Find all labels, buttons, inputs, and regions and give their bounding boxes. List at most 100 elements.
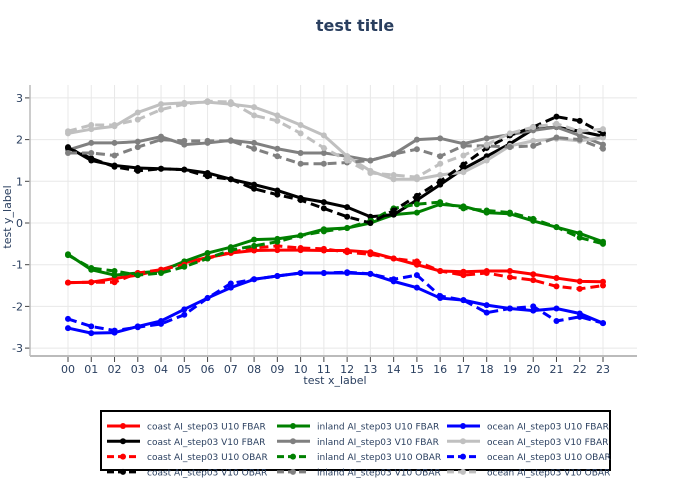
data-point <box>530 303 537 310</box>
data-point <box>251 104 258 111</box>
series-lines <box>65 98 606 337</box>
data-point <box>576 278 583 285</box>
data-point <box>576 234 583 241</box>
data-point <box>390 172 397 179</box>
data-point <box>88 265 95 272</box>
data-point <box>134 138 141 145</box>
data-point <box>390 151 397 158</box>
data-point <box>297 197 304 204</box>
y-tick-label: 0 <box>16 217 23 230</box>
y-tick-label: -2 <box>12 300 23 313</box>
legend-item[interactable]: coast AI_step03 V10 FBAR <box>107 438 265 448</box>
y-tick-label: -1 <box>12 259 23 272</box>
data-point <box>251 185 258 192</box>
data-point <box>460 205 467 212</box>
x-tick-label: 17 <box>456 363 470 376</box>
legend-box <box>100 410 611 471</box>
data-point <box>483 309 490 316</box>
data-point <box>553 120 560 127</box>
series-line <box>67 99 604 179</box>
data-point <box>483 207 490 214</box>
legend-item[interactable]: coast AI_step03 V10 OBAR <box>107 468 267 478</box>
legend-label: ocean AI_step03 V10 OBAR <box>487 468 610 478</box>
legend-item[interactable]: ocean AI_step03 U10 FBAR <box>447 423 609 433</box>
data-point <box>576 136 583 143</box>
legend-item[interactable]: coast AI_step03 U10 OBAR <box>107 453 268 463</box>
data-point <box>367 251 374 258</box>
legend-item[interactable]: ocean AI_step03 U10 OBAR <box>447 453 611 463</box>
legend-label: coast AI_step03 V10 OBAR <box>147 468 267 478</box>
legend-item[interactable]: inland AI_step03 V10 OBAR <box>277 468 441 478</box>
data-point <box>437 178 444 185</box>
data-point <box>483 302 490 309</box>
x-tick-label: 16 <box>433 363 447 376</box>
x-tick-label: 04 <box>154 363 168 376</box>
legend-label: inland AI_step03 U10 FBAR <box>317 423 439 433</box>
data-point <box>367 157 374 164</box>
data-point <box>413 272 420 279</box>
data-point <box>134 167 141 174</box>
data-point <box>460 142 467 149</box>
data-point <box>158 106 165 113</box>
series-coast-ai_step03-v10-obar <box>65 113 606 226</box>
data-point <box>274 112 281 119</box>
data-point <box>530 271 537 278</box>
legend-label: coast AI_step03 U10 OBAR <box>147 453 268 463</box>
data-point <box>553 275 560 282</box>
series-line <box>67 200 604 277</box>
data-point <box>274 145 281 152</box>
data-point <box>134 144 141 151</box>
y-tick-label: -3 <box>12 342 23 355</box>
data-point <box>88 323 95 330</box>
data-point <box>553 224 560 231</box>
data-point <box>297 232 304 239</box>
data-point <box>111 272 118 279</box>
chart-title: test title <box>316 16 395 35</box>
data-point <box>437 135 444 142</box>
series-line <box>67 244 604 291</box>
data-point <box>274 242 281 249</box>
data-point <box>506 144 513 151</box>
legend-marker <box>120 453 126 460</box>
x-tick-label: 02 <box>108 363 122 376</box>
data-point <box>437 199 444 206</box>
data-point <box>297 160 304 167</box>
legend-item[interactable]: inland AI_step03 U10 OBAR <box>277 453 441 463</box>
legend-marker <box>120 423 126 429</box>
data-point <box>576 313 583 320</box>
data-point <box>344 269 351 276</box>
legend-label: coast AI_step03 U10 FBAR <box>147 423 266 433</box>
data-point <box>320 149 327 156</box>
legend-label: coast AI_step03 V10 FBAR <box>147 438 265 448</box>
data-point <box>460 297 467 304</box>
data-point <box>367 169 374 176</box>
data-point <box>344 249 351 256</box>
legend-item[interactable]: inland AI_step03 U10 FBAR <box>277 423 439 433</box>
data-point <box>437 172 444 179</box>
data-point <box>158 101 165 108</box>
data-point <box>204 250 211 257</box>
data-point <box>251 236 258 243</box>
data-point <box>65 149 71 156</box>
data-point <box>600 240 606 247</box>
data-point <box>204 137 211 144</box>
series-coast-ai_step03-u10-obar <box>65 242 606 292</box>
legend-item[interactable]: inland AI_step03 V10 FBAR <box>277 438 439 448</box>
data-point <box>227 247 234 254</box>
legend-item[interactable]: ocean AI_step03 V10 OBAR <box>447 468 610 478</box>
legend-item[interactable]: ocean AI_step03 V10 FBAR <box>447 438 608 448</box>
data-point <box>483 135 490 142</box>
x-tick-label: 00 <box>61 363 75 376</box>
data-point <box>460 272 467 279</box>
data-point <box>227 137 234 144</box>
data-point <box>274 117 281 124</box>
legend-marker <box>460 468 466 475</box>
legend-item[interactable]: coast AI_step03 U10 FBAR <box>107 423 266 433</box>
x-tick-label: 09 <box>270 363 284 376</box>
data-point <box>483 270 490 277</box>
x-tick-label: 06 <box>201 363 215 376</box>
legend-marker <box>460 423 466 429</box>
data-point <box>88 122 95 129</box>
data-point <box>111 327 118 334</box>
